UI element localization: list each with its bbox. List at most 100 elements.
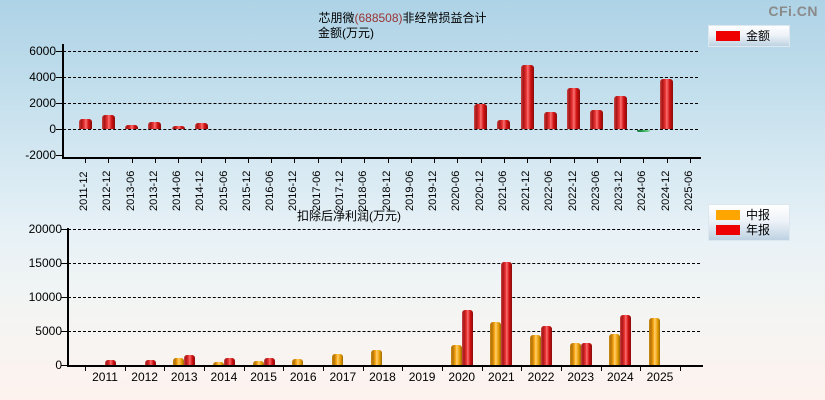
- amount-legend-label: 金额: [746, 29, 771, 43]
- bottom-y-tick-label: 10000: [28, 290, 62, 304]
- bottom-x-axis-line: [67, 365, 703, 367]
- top-x-tick-label: 2025-06: [683, 170, 696, 211]
- top-x-tick-label: 2012-12: [101, 170, 114, 211]
- top-x-tick: [154, 159, 156, 163]
- top-x-tick-label: 2013-06: [124, 170, 137, 211]
- bottom-y-tick: [61, 263, 68, 264]
- bottom-y-tick: [61, 331, 68, 332]
- interim-bar-2025: [648, 318, 660, 365]
- top-gridline-0: [63, 129, 698, 130]
- top-y-tick: [56, 155, 63, 156]
- interim-legend-label: 中报: [746, 208, 771, 222]
- interim-bar-2014: [212, 361, 224, 365]
- top-x-tick-label: 2019-12: [427, 170, 440, 211]
- bottom-x-tick: [640, 367, 642, 371]
- top-x-tick: [550, 159, 552, 163]
- amount-bar-2012-12: [101, 115, 115, 129]
- amount-bar-2021-12: [520, 64, 534, 129]
- top-y-tick-label: 6000: [29, 44, 56, 58]
- bottom-x-tick-label: 2017: [329, 370, 357, 384]
- bottom-x-tick-label: 2013: [170, 370, 198, 384]
- bottom-x-tick-label: 2011: [92, 370, 118, 384]
- amount-bar-2013-06: [125, 125, 139, 129]
- top-x-tick: [620, 159, 622, 163]
- bottom-y-tick: [61, 297, 68, 298]
- bottom-x-tick: [283, 367, 285, 371]
- top-x-tick: [527, 159, 529, 163]
- top-x-tick: [178, 159, 180, 163]
- annual-bar-2024: [620, 315, 632, 365]
- bottom-x-tick: [124, 367, 126, 371]
- legend-row-annual: 年报: [716, 224, 782, 236]
- annual-bar-2022: [541, 325, 553, 365]
- amount-bar-2023-12: [613, 95, 627, 129]
- top-y-tick-label: -2000: [25, 148, 56, 162]
- top-x-tick: [457, 159, 459, 163]
- bottom-x-tick-label: 2015: [250, 370, 277, 384]
- annual-bar-2013: [184, 355, 196, 365]
- top-x-tick: [201, 159, 203, 163]
- top-x-tick: [690, 159, 692, 163]
- top-x-tick: [503, 159, 505, 163]
- top-x-tick-label: 2017-06: [310, 170, 323, 211]
- top-x-tick-label: 2014-12: [194, 170, 207, 211]
- top-y-tick: [56, 103, 63, 104]
- top-x-tick-label: 2021-06: [496, 170, 509, 211]
- top-x-tick-label: 2023-06: [589, 170, 602, 211]
- top-x-tick-label: 2017-12: [333, 170, 346, 211]
- bottom-x-tick-label: 2012: [131, 370, 158, 384]
- top-x-tick-label: 2021-12: [520, 170, 533, 211]
- annual-bar-2014: [223, 357, 235, 365]
- amount-bar-2022-12: [567, 88, 581, 129]
- bottom-gridline-15000: [68, 263, 700, 264]
- top-y-tick: [56, 51, 63, 52]
- top-x-tick: [387, 159, 389, 163]
- annual-bar-2021: [501, 262, 513, 365]
- top-x-tick-label: 2024-12: [659, 170, 672, 211]
- bottom-x-tick: [85, 367, 87, 371]
- top-x-tick: [224, 159, 226, 163]
- top-chart-unit-label: 金额(万元): [318, 26, 374, 40]
- top-x-tick: [573, 159, 575, 163]
- top-x-tick: [131, 159, 133, 163]
- top-x-tick-label: 2018-06: [357, 170, 370, 211]
- top-x-tick-label: 2020-12: [473, 170, 486, 211]
- top-gridline-4000: [63, 77, 698, 78]
- bottom-y-axis-line: [67, 228, 69, 367]
- top-chart-title-stock-code: (688508): [354, 11, 403, 25]
- bottom-x-tick-label: 2019: [408, 370, 436, 384]
- bottom-x-tick: [481, 367, 483, 371]
- bottom-y-tick-label: 0: [55, 358, 62, 372]
- interim-bar-2017: [331, 354, 343, 365]
- bottom-y-tick-label: 20000: [28, 222, 62, 236]
- amount-bar-2021-06: [497, 119, 511, 129]
- top-x-tick-label: 2015-06: [217, 170, 230, 211]
- annual-legend-label: 年报: [746, 223, 771, 237]
- bottom-x-tick: [164, 367, 166, 371]
- top-x-tick: [643, 159, 645, 163]
- bottom-gridline-10000: [68, 297, 700, 298]
- amount-bar-2014-06: [171, 126, 185, 129]
- legend-row-amount: 金额: [716, 30, 782, 42]
- top-x-tick: [294, 159, 296, 163]
- interim-bar-2018: [371, 350, 383, 365]
- top-x-tick-label: 2016-12: [287, 170, 300, 211]
- bottom-x-tick-label: 2023: [567, 370, 595, 384]
- top-y-tick-label: 0: [49, 122, 56, 136]
- top-x-tick-label: 2015-12: [240, 170, 253, 211]
- bottom-x-tick-label: 2016: [289, 370, 317, 384]
- bottom-y-tick: [61, 229, 68, 230]
- bottom-x-tick-label: 2014: [210, 370, 238, 384]
- top-y-tick-label: 2000: [29, 96, 56, 110]
- bottom-y-tick: [61, 365, 68, 366]
- annual-bar-2012: [144, 360, 156, 365]
- bottom-gridline-5000: [68, 331, 700, 332]
- top-x-tick: [85, 159, 86, 163]
- amount-bar-2014-12: [194, 123, 208, 129]
- amount-bar-2013-12: [148, 121, 162, 129]
- top-x-tick-label: 2016-06: [264, 170, 277, 211]
- bottom-x-tick-label: 2020: [448, 370, 476, 384]
- cfi-logo[interactable]: CFi.CN: [768, 3, 818, 19]
- amount-bar-2011-12: [78, 119, 92, 129]
- bottom-x-tick-label: 2025: [646, 370, 674, 384]
